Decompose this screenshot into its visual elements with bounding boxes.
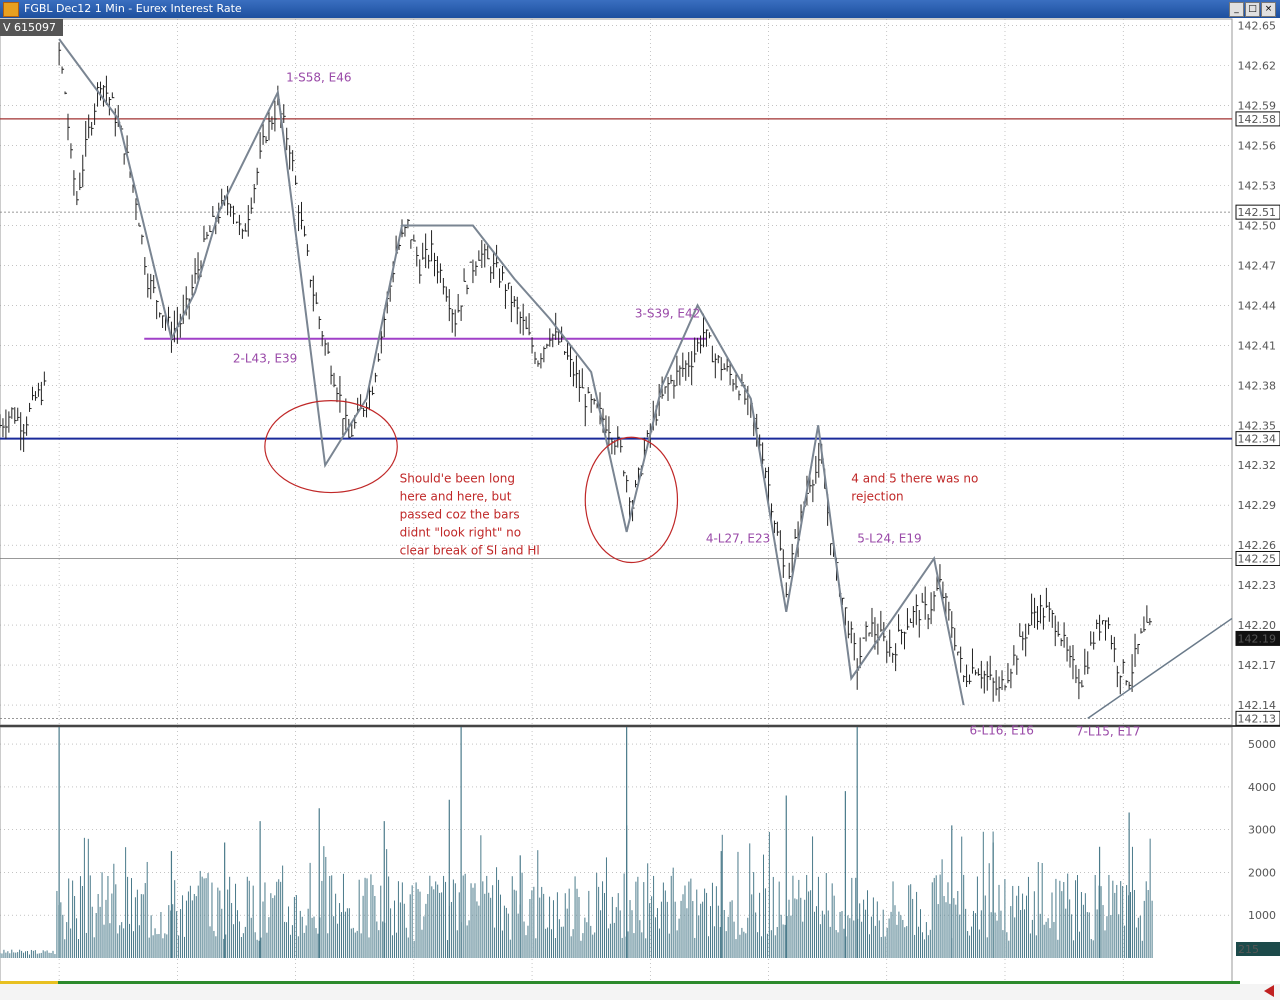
trade-annotation: 2-L43, E39 [233, 352, 297, 366]
trade-annotation: 5-L24, E19 [857, 532, 921, 546]
trade-annotation: 4-L27, E23 [706, 532, 770, 546]
price-tick-label: 142.14 [1238, 699, 1277, 712]
price-label-box [1235, 111, 1280, 127]
price-tick-label: 142.41 [1238, 339, 1277, 352]
trade-annotation: 1-S58, E46 [286, 71, 351, 85]
price-label: 142.19 [1238, 632, 1277, 645]
price-label: 142.34 [1238, 433, 1277, 446]
volume-badge: V 615097 [0, 19, 63, 36]
volume-tick-label: 3000 [1248, 824, 1276, 837]
note-annotation: here and here, but [400, 490, 512, 504]
trade-annotation: 7-L15, E17 [1076, 725, 1140, 739]
restore-button[interactable]: □ [1245, 2, 1260, 17]
note-annotation: clear break of Sl and Hl [400, 544, 540, 558]
note-annotation: 4 and 5 there was no [851, 472, 978, 486]
highlight-circle [584, 436, 679, 564]
note-annotation: Should'e been long [400, 472, 515, 486]
price-label-box [1235, 204, 1280, 220]
price-tick-label: 142.38 [1238, 379, 1277, 392]
price-label: 142.51 [1238, 206, 1277, 219]
price-tick-label: 142.50 [1238, 219, 1277, 232]
price-tick-label: 142.53 [1238, 180, 1277, 193]
price-label-box [1235, 431, 1280, 447]
trade-annotation: 6-L16, E16 [970, 723, 1034, 737]
title-bar: FGBL Dec12 1 Min - Eurex Interest Rate _… [0, 0, 1280, 18]
price-tick-label: 142.29 [1238, 499, 1277, 512]
price-label: 142.13 [1238, 712, 1277, 725]
volume-last-label: 215 [1238, 943, 1259, 956]
price-tick-label: 142.59 [1238, 100, 1277, 113]
price-tick-label: 142.47 [1238, 259, 1277, 272]
price-tick-label: 142.35 [1238, 419, 1277, 432]
price-tick-label: 142.62 [1238, 60, 1277, 73]
price-tick-label: 142.56 [1238, 140, 1277, 153]
price-tick-label: 142.44 [1238, 299, 1277, 312]
highlight-circle [264, 400, 398, 494]
note-annotation: passed coz the bars [400, 508, 520, 522]
price-tick-label: 142.65 [1238, 20, 1277, 33]
note-annotation: rejection [851, 490, 903, 504]
trend-line [1087, 617, 1233, 719]
price-tick-label: 142.17 [1238, 659, 1277, 672]
app-icon [3, 2, 19, 17]
volume-tick-label: 2000 [1248, 866, 1276, 879]
scroll-left-arrow-icon[interactable] [1264, 985, 1274, 997]
price-label: 142.25 [1238, 552, 1277, 565]
price-label-box [1235, 710, 1280, 726]
minimize-button[interactable]: _ [1229, 2, 1244, 17]
trade-annotation: 3-S39, E42 [635, 306, 700, 320]
price-tick-label: 142.23 [1238, 579, 1277, 592]
volume-tick-label: 5000 [1248, 738, 1276, 751]
price-tick-label: 142.32 [1238, 459, 1277, 472]
price-label-box [1235, 550, 1280, 566]
volume-tick-label: 1000 [1248, 909, 1276, 922]
window-title: FGBL Dec12 1 Min - Eurex Interest Rate [24, 2, 242, 15]
price-label: 142.58 [1238, 113, 1277, 126]
close-button[interactable]: × [1261, 2, 1276, 17]
volume-last-box [1236, 942, 1280, 956]
volume-tick-label: 4000 [1248, 781, 1276, 794]
price-tick-label: 142.26 [1238, 539, 1277, 552]
price-tick-label: 142.20 [1238, 619, 1277, 632]
price-label-box [1235, 630, 1280, 646]
note-annotation: didnt "look right" no [400, 526, 521, 540]
swing-line [58, 38, 965, 706]
